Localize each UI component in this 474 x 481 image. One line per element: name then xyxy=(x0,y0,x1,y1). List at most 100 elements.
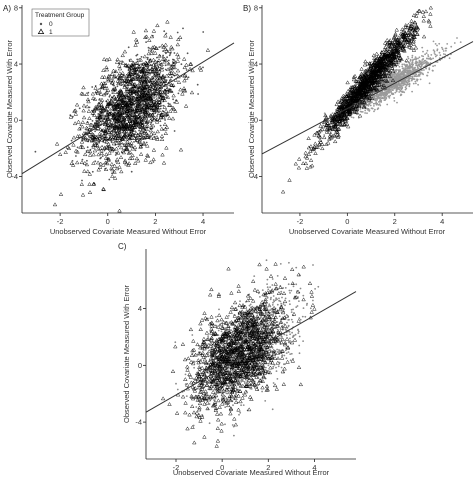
scatter-point-dot xyxy=(385,97,388,99)
scatter-point-triangle xyxy=(123,142,129,147)
scatter-point-triangle xyxy=(69,161,74,165)
scatter-point-triangle xyxy=(91,181,96,186)
scatter-point-dot xyxy=(111,172,113,175)
scatter-point-triangle xyxy=(117,71,122,75)
scatter-point-dot xyxy=(411,65,414,67)
scatter-point-dot xyxy=(427,71,429,74)
scatter-point-triangle xyxy=(159,133,165,138)
scatter-point-dot xyxy=(404,74,407,76)
scatter-point-triangle xyxy=(149,78,155,83)
scatter-point-triangle xyxy=(117,89,122,94)
scatter-point-dot xyxy=(185,69,188,71)
scatter-point-dot xyxy=(176,73,179,76)
scatter-point-triangle xyxy=(127,67,132,72)
scatter-point-triangle xyxy=(109,96,114,101)
scatter-point-dot xyxy=(375,103,378,106)
scatter-point-triangle xyxy=(128,126,134,131)
scatter-point-triangle xyxy=(103,81,108,85)
scatter-point-triangle xyxy=(159,78,164,83)
scatter-point-dot xyxy=(385,83,387,86)
scatter-point-dot xyxy=(71,115,74,118)
scatter-point-triangle xyxy=(134,131,139,135)
scatter-point-triangle xyxy=(146,91,151,95)
scatter-point-dot xyxy=(78,107,81,110)
panel-b-x-ticks: -2 0 2 4 xyxy=(297,213,444,226)
scatter-point-triangle xyxy=(150,69,155,74)
scatter-point-dot xyxy=(208,422,211,425)
scatter-point-dot xyxy=(159,107,162,110)
scatter-point-triangle xyxy=(121,118,126,123)
scatter-point-triangle xyxy=(160,98,165,103)
scatter-point-triangle xyxy=(164,145,169,150)
scatter-point-dot xyxy=(415,82,417,85)
scatter-point-triangle xyxy=(100,111,105,116)
scatter-point-dot xyxy=(404,88,407,91)
scatter-point-dot xyxy=(288,261,290,264)
scatter-point-triangle xyxy=(87,182,92,186)
scatter-point-triangle xyxy=(81,115,87,120)
scatter-point-triangle xyxy=(137,87,142,92)
scatter-point-triangle xyxy=(149,51,154,56)
scatter-point-triangle xyxy=(115,130,120,135)
scatter-point-dot xyxy=(373,110,375,113)
scatter-point-triangle xyxy=(65,144,71,149)
scatter-point-dot xyxy=(391,89,394,91)
scatter-point-dot xyxy=(289,303,291,306)
scatter-point-triangle xyxy=(141,79,147,84)
scatter-point-triangle xyxy=(162,122,168,126)
scatter-point-triangle xyxy=(118,139,123,144)
scatter-point-triangle xyxy=(117,124,122,129)
scatter-point-triangle xyxy=(156,81,161,86)
scatter-point-triangle xyxy=(171,107,177,111)
scatter-point-triangle xyxy=(147,105,152,110)
scatter-point-triangle xyxy=(151,131,157,135)
scatter-point-triangle xyxy=(117,96,122,101)
scatter-point-dot xyxy=(70,139,73,142)
scatter-point-triangle xyxy=(138,69,143,74)
scatter-point-triangle xyxy=(164,73,169,78)
scatter-point-dot xyxy=(395,68,398,71)
scatter-point-triangle xyxy=(128,107,133,112)
scatter-point-triangle xyxy=(308,158,314,162)
scatter-point-triangle xyxy=(148,84,153,88)
scatter-point-triangle xyxy=(168,65,173,70)
scatter-point-triangle xyxy=(103,108,109,113)
scatter-point-dot xyxy=(411,75,414,78)
scatter-point-triangle xyxy=(205,47,211,52)
scatter-point-dot xyxy=(266,286,269,289)
scatter-point-triangle xyxy=(118,95,124,100)
scatter-point-dot xyxy=(145,41,148,43)
scatter-point-triangle xyxy=(137,104,142,109)
scatter-point-triangle xyxy=(171,61,177,66)
scatter-point-dot xyxy=(173,130,176,132)
scatter-point-triangle xyxy=(120,78,125,83)
scatter-point-dot xyxy=(385,91,387,94)
scatter-point-dot xyxy=(291,321,294,323)
scatter-point-triangle xyxy=(162,79,168,83)
scatter-point-triangle xyxy=(145,143,150,148)
scatter-point-dot xyxy=(381,97,384,100)
scatter-point-triangle xyxy=(178,35,183,39)
scatter-point-triangle xyxy=(120,92,125,97)
scatter-point-triangle xyxy=(58,192,64,196)
scatter-point-triangle xyxy=(120,148,126,153)
series-1-markers xyxy=(52,19,211,213)
scatter-point-triangle xyxy=(137,57,142,62)
scatter-point-triangle xyxy=(119,100,124,105)
scatter-point-triangle xyxy=(110,146,115,151)
scatter-point-dot xyxy=(374,99,376,102)
scatter-point-dot xyxy=(167,102,170,105)
scatter-point-triangle xyxy=(120,100,125,105)
scatter-point-triangle xyxy=(163,46,168,51)
scatter-point-triangle xyxy=(135,91,140,95)
scatter-point-triangle xyxy=(143,74,148,79)
scatter-point-triangle xyxy=(111,68,116,73)
scatter-point-triangle xyxy=(81,108,86,113)
scatter-point-triangle xyxy=(149,86,155,91)
scatter-point-triangle xyxy=(103,134,108,138)
x-tick-label: -2 xyxy=(297,217,304,226)
scatter-point-triangle xyxy=(175,42,180,47)
scatter-point-triangle xyxy=(91,138,96,143)
scatter-point-triangle xyxy=(163,108,169,113)
scatter-point-triangle xyxy=(141,140,147,145)
